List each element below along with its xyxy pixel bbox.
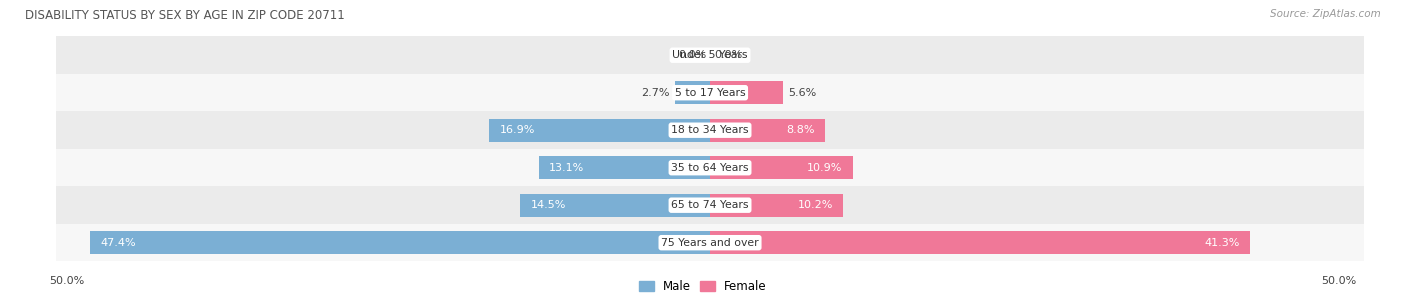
Text: 65 to 74 Years: 65 to 74 Years	[671, 200, 749, 210]
Bar	[520, 194, 710, 217]
Text: Source: ZipAtlas.com: Source: ZipAtlas.com	[1270, 9, 1381, 19]
Bar	[710, 81, 783, 104]
Bar	[56, 36, 1364, 74]
Bar	[489, 119, 710, 142]
Text: 47.4%: 47.4%	[101, 238, 136, 248]
Bar	[56, 149, 1364, 186]
Bar	[56, 224, 1364, 261]
Legend: Male, Female: Male, Female	[634, 276, 772, 298]
Text: 8.8%: 8.8%	[786, 125, 814, 135]
Bar	[710, 119, 825, 142]
Bar	[90, 231, 710, 254]
Bar	[675, 81, 710, 104]
Text: DISABILITY STATUS BY SEX BY AGE IN ZIP CODE 20711: DISABILITY STATUS BY SEX BY AGE IN ZIP C…	[25, 9, 344, 22]
Bar	[56, 186, 1364, 224]
Text: 35 to 64 Years: 35 to 64 Years	[671, 163, 749, 173]
Text: 14.5%: 14.5%	[531, 200, 567, 210]
Text: 16.9%: 16.9%	[499, 125, 534, 135]
Text: 5.6%: 5.6%	[789, 88, 817, 98]
Text: 41.3%: 41.3%	[1204, 238, 1240, 248]
Text: 50.0%: 50.0%	[1322, 276, 1357, 286]
Text: 2.7%: 2.7%	[641, 88, 669, 98]
Bar	[56, 74, 1364, 112]
Text: Under 5 Years: Under 5 Years	[672, 50, 748, 60]
Bar	[56, 112, 1364, 149]
Text: 10.2%: 10.2%	[797, 200, 832, 210]
Text: 0.0%: 0.0%	[714, 50, 742, 60]
Bar	[710, 194, 844, 217]
Text: 10.9%: 10.9%	[807, 163, 842, 173]
Text: 18 to 34 Years: 18 to 34 Years	[671, 125, 749, 135]
Bar	[710, 156, 852, 179]
Text: 75 Years and over: 75 Years and over	[661, 238, 759, 248]
Text: 0.0%: 0.0%	[678, 50, 706, 60]
Bar	[710, 231, 1250, 254]
Text: 50.0%: 50.0%	[49, 276, 84, 286]
Bar	[538, 156, 710, 179]
Text: 5 to 17 Years: 5 to 17 Years	[675, 88, 745, 98]
Text: 13.1%: 13.1%	[550, 163, 585, 173]
